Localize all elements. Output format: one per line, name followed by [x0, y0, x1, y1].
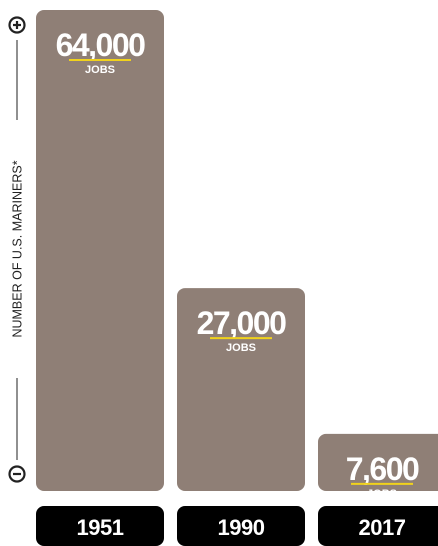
y-axis: NUMBER OF U.S. MARINERS*	[8, 16, 26, 483]
category-label-1951: 1951	[77, 515, 124, 540]
category-box-1951	[36, 506, 164, 546]
category-box-2017	[318, 506, 438, 546]
plus-icon	[8, 16, 26, 34]
category-label-2017: 2017	[359, 515, 406, 540]
bar-1990	[177, 288, 305, 491]
category-box-1990	[177, 506, 305, 546]
unit-label-1951: JOBS	[85, 64, 115, 76]
bar-1951	[36, 10, 164, 491]
y-axis-label: NUMBER OF U.S. MARINERS*	[11, 160, 25, 337]
unit-label-1990: JOBS	[226, 342, 256, 354]
value-label-1951: 64,000	[56, 27, 146, 63]
category-label-1990: 1990	[218, 515, 265, 540]
unit-label-2017: JOBS	[367, 488, 397, 500]
value-label-1990: 27,000	[197, 305, 287, 341]
bar-2017	[318, 433, 438, 491]
minus-icon	[8, 465, 26, 483]
value-label-2017: 7,600	[346, 451, 419, 487]
bars: 64,000JOBS195127,000JOBS19907,600JOBS201…	[36, 10, 438, 546]
